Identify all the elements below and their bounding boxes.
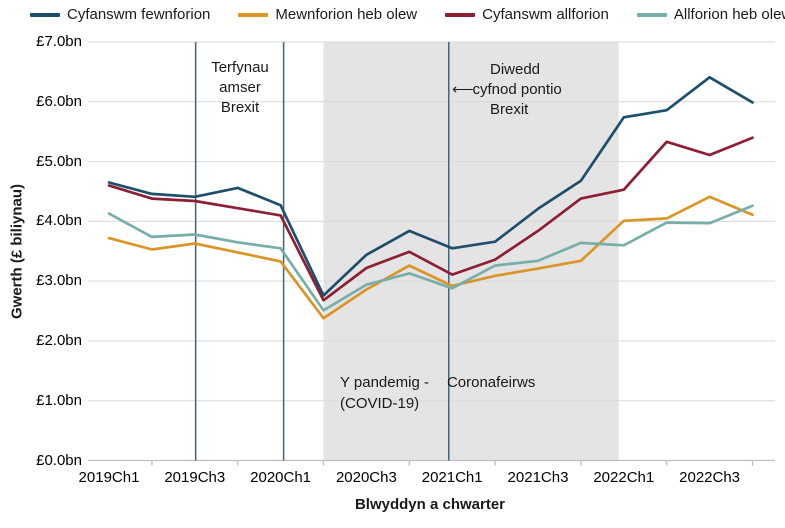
annotation-text: amser (219, 79, 261, 96)
y-tick-label: £4.0bn (36, 212, 82, 230)
y-tick-label: £5.0bn (36, 152, 82, 170)
y-tick-label: £6.0bn (36, 92, 82, 110)
annotation-brexit-deadlines: Terfynau amser Brexit (196, 58, 284, 118)
legend-swatch-icon (30, 12, 60, 17)
legend-label: Cyfanswm allforion (482, 6, 609, 23)
legend-item: Cyfanswm allforion (445, 6, 609, 23)
annotation-text: Brexit (220, 99, 260, 116)
y-tick-label: £1.0bn (36, 391, 82, 409)
legend-item: Mewnforion heb olew (238, 6, 417, 23)
x-tick-label: 2021Ch1 (421, 468, 483, 486)
x-tick-label: 2020Ch3 (335, 468, 397, 486)
y-tick-label: £3.0bn (36, 272, 82, 290)
annotation-text: Diwedd (490, 61, 541, 78)
legend-swatch-icon (445, 12, 476, 17)
x-tick-label: 2022Ch3 (679, 468, 741, 486)
annotation-transition-end: Diwedd ⟵cyfnod pontio Brexit (452, 60, 592, 120)
series-line (107, 75, 754, 297)
annotation-text: Coronafeirws (446, 374, 536, 391)
x-tick-label: 2019Ch1 (78, 468, 140, 486)
legend-item: Cyfanswm fewnforion (30, 6, 210, 23)
series-line (107, 195, 754, 320)
legend-label: Mewnforion heb olew (275, 6, 418, 23)
legend-item: Allforion heb olew (636, 6, 785, 23)
annotation-text: cyfnod pontio (472, 81, 562, 98)
x-tick-label: 2022Ch1 (593, 468, 655, 486)
chart-legend: Cyfanswm fewnforion Mewnforion heb olew Cy… (30, 6, 785, 23)
x-tick-label: 2021Ch3 (507, 468, 569, 486)
series-line (107, 204, 754, 312)
annotation-text: (COVID-19) (340, 395, 420, 412)
annotation-text: Terfynau (211, 59, 269, 76)
y-tick-label: £2.0bn (36, 331, 82, 349)
legend-swatch-icon (636, 12, 667, 17)
left-arrow-icon: ⟵ (452, 81, 473, 98)
legend-label: Allforion heb olew (673, 6, 785, 23)
series-line (107, 136, 754, 302)
y-tick-label: £0.0bn (36, 451, 82, 469)
legend-label: Cyfanswm fewnforion (67, 6, 211, 23)
x-axis-title: Blwyddyn a chwarter (354, 496, 506, 513)
legend-swatch-icon (238, 12, 269, 17)
x-tick-label: 2020Ch1 (250, 468, 312, 486)
annotation-pandemic: Y pandemig - Coronafeirws (COVID-19) (340, 372, 580, 414)
x-tick-label: 2019Ch3 (164, 468, 226, 486)
annotation-arrow-row: ⟵cyfnod pontio (452, 80, 592, 100)
annotation-text: Y pandemig - (340, 374, 429, 391)
annotation-text: Brexit (490, 101, 529, 118)
y-tick-label: £7.0bn (36, 33, 82, 50)
